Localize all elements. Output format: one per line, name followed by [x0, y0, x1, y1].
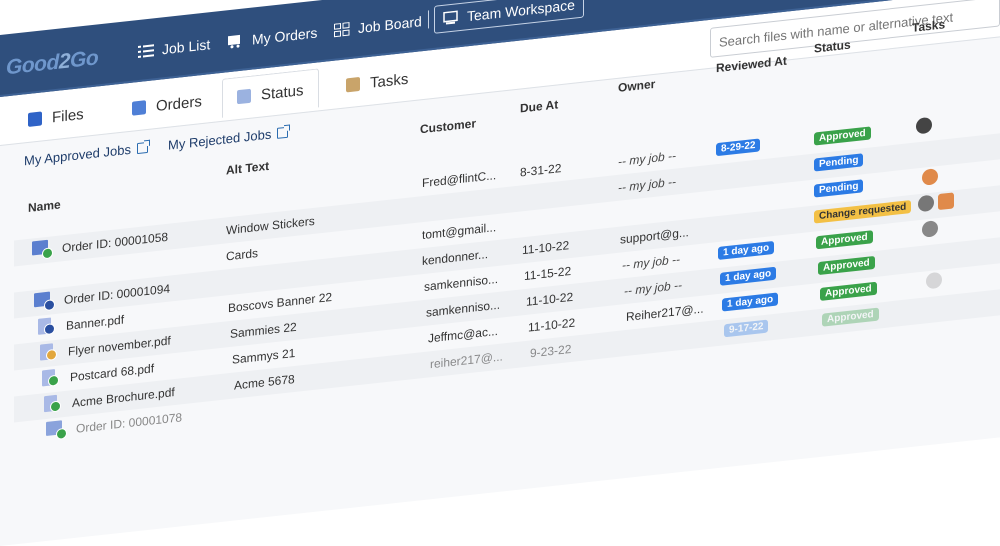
cell-customer: samkenniso... [426, 297, 501, 320]
cell-alt-text: Acme 5678 [234, 371, 295, 393]
list-icon [138, 43, 154, 59]
tab-status[interactable]: Status [222, 68, 319, 118]
top-navbar: Good2Go Job List My Orders Job Board [0, 0, 1000, 97]
approved-jobs-link[interactable]: My Approved Jobs [24, 140, 148, 168]
nav-divider [428, 10, 429, 29]
status-badge: Pending [814, 153, 864, 172]
nav-job-list-label: Job List [162, 36, 211, 58]
status-badge: Change requested [814, 200, 912, 224]
tab-status-label: Status [261, 81, 304, 104]
orders-icon [228, 33, 244, 49]
approved-check-icon [50, 400, 61, 413]
col-header-alt-text[interactable]: Alt Text [226, 158, 270, 178]
task-avatar-icon[interactable] [926, 271, 942, 290]
workspace-icon [443, 10, 459, 26]
reviewed-date-badge: 1 day ago [722, 292, 779, 312]
task-avatar-icon[interactable] [916, 116, 932, 135]
tab-tasks-label: Tasks [370, 70, 409, 92]
reviewed-date-badge: 9-17-22 [724, 319, 769, 338]
cell-owner: -- my job -- [618, 148, 676, 169]
approved-check-icon [48, 374, 59, 387]
grid-icon [334, 22, 350, 38]
nav-job-list[interactable]: Job List [138, 30, 210, 66]
reviewed-date-badge: 1 day ago [720, 266, 777, 286]
tab-files[interactable]: Files [14, 94, 98, 139]
pending-icon [44, 323, 55, 336]
task-avatar-icon[interactable] [922, 220, 938, 238]
cell-customer: kendonner... [422, 246, 489, 269]
cart-icon [132, 100, 146, 116]
cell-customer: tomt@gmail... [422, 220, 497, 243]
cell-due-at: 11-10-22 [528, 315, 576, 335]
clipboard-icon [346, 76, 360, 93]
logo[interactable]: Good2Go [6, 46, 99, 80]
change-icon [46, 348, 57, 362]
cell-alt-text: Cards [226, 245, 259, 264]
cell-due-at: 11-10-22 [522, 238, 570, 258]
nav-job-board[interactable]: Job Board [334, 7, 422, 45]
approved-check-icon [42, 247, 53, 260]
nav-my-orders-label: My Orders [252, 24, 318, 48]
pending-icon [44, 299, 55, 312]
cell-owner: support@g... [620, 225, 689, 247]
tab-orders[interactable]: Orders [118, 82, 216, 129]
approved-check-icon [56, 427, 67, 440]
nav-team-workspace-label: Team Workspace [467, 0, 575, 25]
status-badge: Approved [822, 307, 879, 327]
cell-name: Postcard 68.pdf [70, 361, 155, 385]
status-badge: Approved [816, 230, 873, 250]
cell-customer: samkenniso... [424, 271, 499, 294]
status-badge: Approved [818, 255, 875, 276]
task-avatar-icon[interactable] [922, 168, 938, 186]
col-header-status[interactable]: Status [814, 37, 851, 56]
col-header-customer[interactable]: Customer [420, 116, 477, 137]
task-avatar-icon[interactable] [918, 194, 934, 213]
cell-customer: Fred@flintC... [422, 168, 497, 191]
cell-alt-text: Sammys 21 [232, 345, 296, 367]
cell-name: Banner.pdf [66, 312, 125, 333]
tab-orders-label: Orders [156, 92, 202, 115]
cell-owner: -- my job -- [622, 252, 680, 273]
approved-jobs-label: My Approved Jobs [24, 141, 131, 169]
status-badge: Approved [820, 281, 877, 301]
cell-due-at: 11-10-22 [526, 289, 574, 309]
cell-due-at: 11-15-22 [524, 263, 572, 284]
col-header-due-at[interactable]: Due At [520, 97, 559, 116]
cell-customer: reiher217@... [430, 349, 503, 372]
cell-alt-text: Sammies 22 [230, 319, 297, 342]
tab-files-label: Files [52, 105, 84, 126]
rejected-jobs-link[interactable]: My Rejected Jobs [168, 125, 289, 153]
col-header-owner[interactable]: Owner [618, 76, 656, 95]
clipboard-task-icon[interactable] [938, 192, 954, 211]
status-badge: Pending [814, 179, 864, 198]
cell-due-at: 9-23-22 [530, 341, 572, 361]
cell-owner: -- my job -- [624, 277, 682, 299]
status-badge: Approved [814, 126, 871, 146]
nav-team-workspace[interactable]: Team Workspace [434, 0, 584, 34]
nav-my-orders[interactable]: My Orders [228, 19, 317, 57]
cell-name: Order ID: 00001078 [76, 410, 183, 436]
external-link-icon [277, 126, 289, 139]
reviewed-date-badge: 1 day ago [718, 240, 775, 261]
tab-tasks[interactable]: Tasks [332, 59, 422, 105]
files-icon [28, 111, 42, 127]
cell-customer: Jeffmc@ac... [428, 323, 498, 346]
cell-alt-text: Window Stickers [226, 213, 315, 238]
external-link-icon [136, 141, 148, 155]
status-icon [237, 88, 251, 105]
nav-job-board-label: Job Board [358, 13, 422, 37]
cell-due-at: 8-31-22 [520, 161, 562, 180]
reviewed-date-badge: 8-29-22 [716, 138, 761, 157]
rejected-jobs-label: My Rejected Jobs [168, 126, 272, 153]
cell-owner: Reiher217@... [626, 301, 704, 324]
cell-owner: -- my job -- [618, 174, 676, 195]
